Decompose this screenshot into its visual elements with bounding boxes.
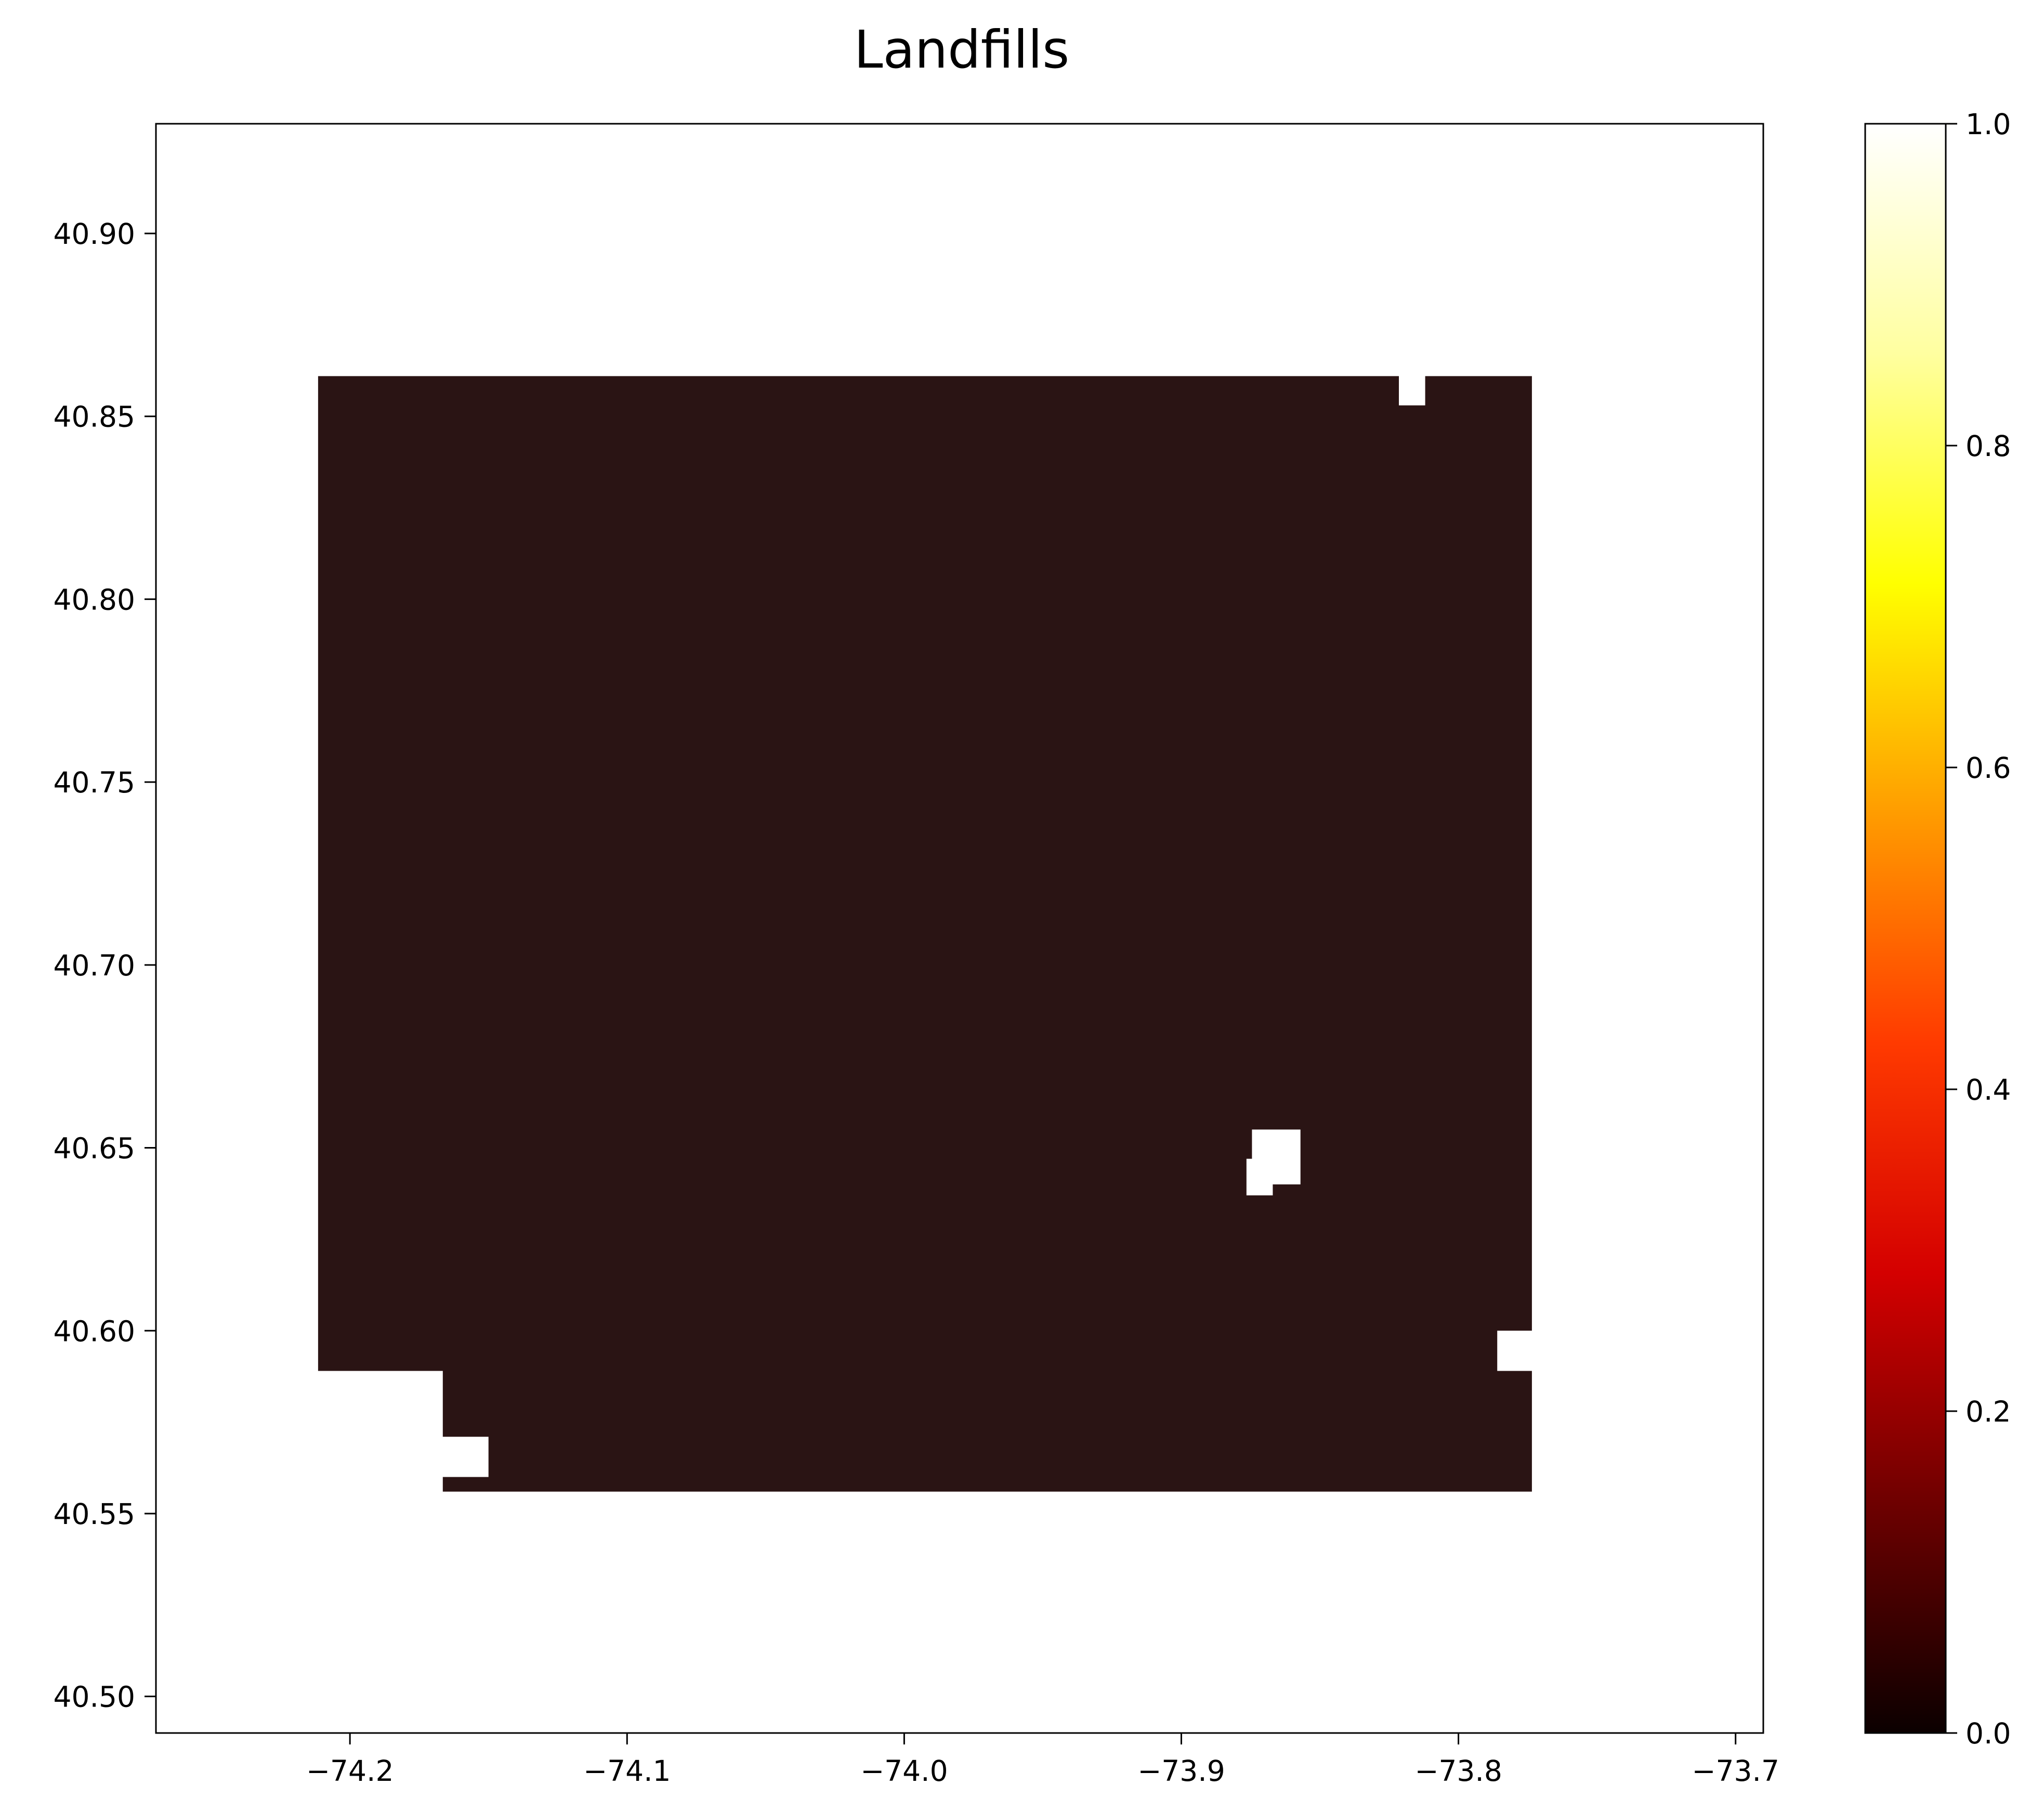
colorbar-axis: 0.0 0.2 0.4 0.6 0.8 1.0: [1946, 108, 2011, 1750]
plot-area: −74.2 −74.1 −74.0 −73.9 −73.8 −73.7 40.5040.5…: [54, 123, 1779, 1788]
y-tick-label: 40.65: [54, 1132, 135, 1165]
y-tick-label: 40.60: [54, 1314, 135, 1348]
colorbar-frame: [1864, 123, 1947, 1734]
y-tick-label: 40.75: [54, 766, 135, 799]
colorbar-gradient: [1865, 124, 1946, 1733]
chart-title: Landfills: [854, 19, 1070, 80]
x-tick-label: −74.0: [860, 1754, 948, 1788]
heatmap-filled-region: [318, 376, 1532, 1492]
colorbar-tick-label: 0.8: [1966, 429, 2011, 463]
heatmap-layer: [318, 376, 1532, 1492]
x-tick-label: −74.1: [583, 1754, 671, 1788]
colorbar-tick-label: 1.0: [1966, 108, 2011, 141]
y-tick-label: 40.50: [54, 1680, 135, 1714]
x-tick-label: −73.8: [1414, 1754, 1502, 1788]
x-tick-label: −73.9: [1137, 1754, 1225, 1788]
y-tick-label: 40.55: [54, 1497, 135, 1531]
x-tick-label: −73.7: [1692, 1754, 1779, 1788]
y-tick-label: 40.70: [54, 949, 135, 982]
y-axis: 40.50 40.55 40.60 40.65 40.70 40.75 40.80 40.85…: [54, 217, 156, 1714]
axes-frame: [155, 123, 1764, 1734]
x-axis: −74.2 −74.1 −74.0 −73.9 −73.8 −73.7: [306, 1733, 1779, 1788]
colorbar: 0.0 0.2 0.4 0.6 0.8 1.0: [1864, 108, 2011, 1750]
y-tick-label: 40.80: [54, 583, 135, 616]
x-tick-label: −74.2: [306, 1754, 394, 1788]
colorbar-tick-label: 0.4: [1966, 1073, 2011, 1106]
y-tick-label: 40.90: [54, 217, 135, 251]
y-tick-label: 40.85: [54, 400, 135, 434]
colorbar-tick-label: 0.0: [1966, 1717, 2011, 1750]
colorbar-tick-label: 0.6: [1966, 751, 2011, 785]
colorbar-tick-label: 0.2: [1966, 1395, 2011, 1428]
